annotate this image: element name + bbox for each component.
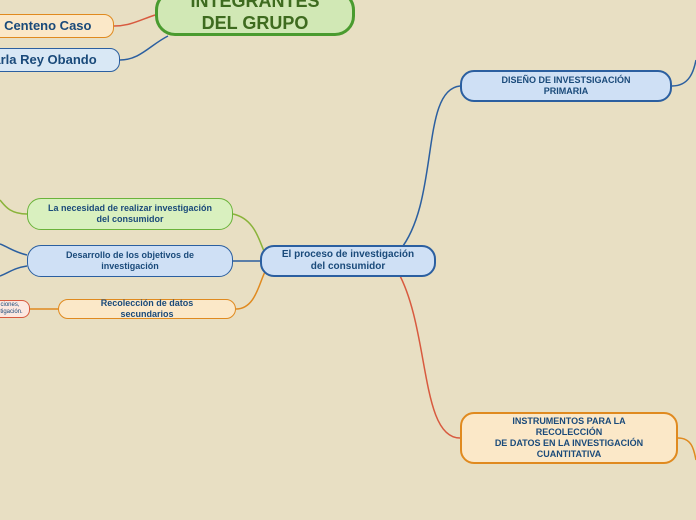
edge: [120, 36, 168, 60]
node-karla[interactable]: arla Rey Obando: [0, 48, 120, 72]
node-label: INTEGRANTES DEL GRUPO: [190, 0, 319, 35]
node-label: INSTRUMENTOS PARA LA RECOLECCIÓN DE DATO…: [495, 416, 643, 459]
node-instrumentos[interactable]: INSTRUMENTOS PARA LA RECOLECCIÓN DE DATO…: [460, 412, 678, 464]
edge: [236, 267, 268, 309]
edge: [0, 244, 27, 255]
node-proceso[interactable]: El proceso de investigación del consumid…: [260, 245, 436, 277]
edge: [400, 86, 460, 250]
node-label: arla Rey Obando: [0, 52, 97, 68]
node-centeno[interactable]: o Centeno Caso: [0, 14, 114, 38]
node-label: La necesidad de realizar investigación d…: [48, 203, 212, 225]
node-label: Desarrollo de los objetivos de investiga…: [66, 250, 194, 272]
node-integrantes[interactable]: INTEGRANTES DEL GRUPO: [155, 0, 355, 36]
node-label: DISEÑO DE INVESTSIGACIÓN PRIMARIA: [501, 75, 630, 97]
node-tiny[interactable]: ciones, stigación.: [0, 300, 30, 318]
node-necesidad[interactable]: La necesidad de realizar investigación d…: [27, 198, 233, 230]
edge: [672, 60, 696, 86]
node-desarrollo[interactable]: Desarrollo de los objetivos de investiga…: [27, 245, 233, 277]
node-label: o Centeno Caso: [0, 18, 91, 34]
edge: [678, 438, 696, 460]
node-recoleccion[interactable]: Recolección de datos secundarios: [58, 299, 236, 319]
node-label: El proceso de investigación del consumid…: [282, 249, 414, 273]
node-label: ciones, stigación.: [0, 302, 23, 316]
edge: [0, 200, 27, 214]
edge: [0, 266, 27, 276]
node-diseno[interactable]: DISEÑO DE INVESTSIGACIÓN PRIMARIA: [460, 70, 672, 102]
edge: [398, 272, 460, 438]
node-label: Recolección de datos secundarios: [73, 298, 221, 320]
edge: [114, 15, 155, 26]
